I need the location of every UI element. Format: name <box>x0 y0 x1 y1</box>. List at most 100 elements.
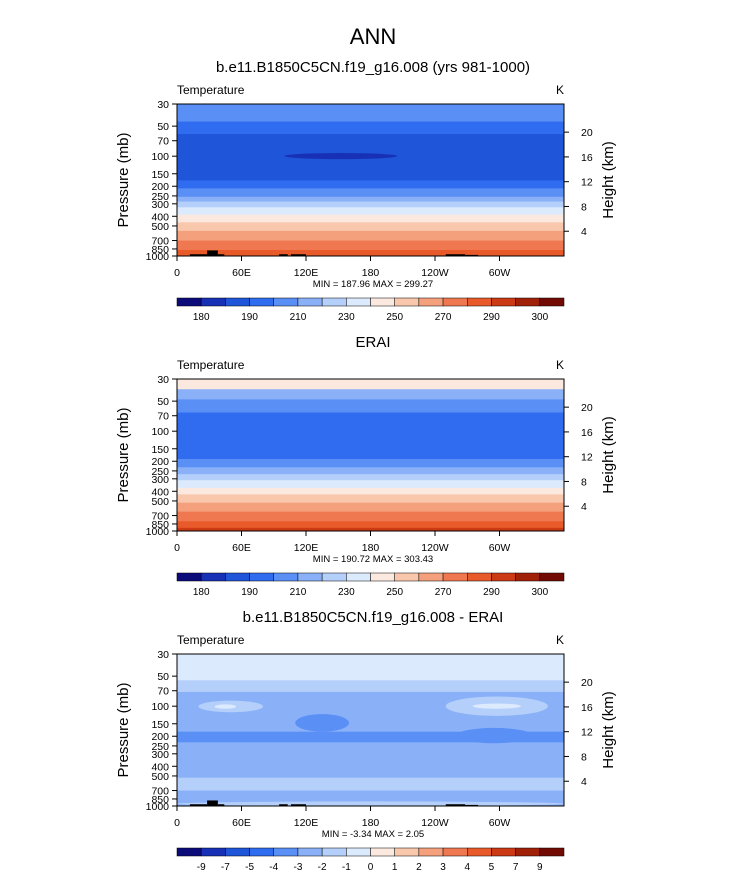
colorbar: 180 190 210 230 250 270 290 300 <box>176 572 565 598</box>
panel-left-label: Temperature <box>177 358 245 372</box>
x-tick-label: 120W <box>421 542 449 554</box>
y-tick-label: 300 <box>151 749 169 761</box>
colorbar-box <box>491 572 516 582</box>
y-tick-label: 250 <box>151 466 169 478</box>
contour-band <box>177 467 564 475</box>
colorbar-box <box>346 847 371 857</box>
colorbar: 180 190 210 230 250 270 290 300 <box>176 297 565 323</box>
y-tick-label: 300 <box>151 474 169 486</box>
contour-band <box>177 201 564 208</box>
height-tick-label: 4 <box>581 501 587 513</box>
panel-right-label: K <box>556 633 564 647</box>
height-tick-label: 8 <box>581 476 587 488</box>
colorbar-box <box>249 847 274 857</box>
colorbar-box <box>491 847 516 857</box>
colorbar-box <box>539 572 565 582</box>
colorbar-box <box>273 572 299 582</box>
contour-patch <box>177 801 564 806</box>
topography-block <box>207 800 218 806</box>
colorbar-label: 4 <box>464 862 470 873</box>
y-axis-title: Pressure (mb) <box>115 407 132 502</box>
right-axis-title: Height (km) <box>600 691 617 769</box>
panel-3: b.e11.B1850C5CN.f19_g16.008 - ERAI Temper… <box>115 609 617 873</box>
colorbar-box <box>200 572 226 582</box>
y-tick-label: 500 <box>151 496 169 508</box>
contour-band <box>177 502 564 513</box>
contour-band <box>177 654 564 681</box>
right-axis-title: Height (km) <box>600 141 617 219</box>
contour-field <box>177 654 564 806</box>
colorbar-label: 1 <box>392 862 398 873</box>
panel-title: b.e11.B1850C5CN.f19_g16.008 - ERAI <box>243 609 504 626</box>
contour-band <box>177 188 564 198</box>
colorbar-label: 290 <box>483 587 500 598</box>
topography-block <box>207 250 218 256</box>
colorbar-label: 300 <box>531 587 548 598</box>
contour-band <box>177 742 564 779</box>
colorbar-box <box>346 572 371 582</box>
colorbar-label: -1 <box>342 862 351 873</box>
height-tick-label: 12 <box>581 452 593 464</box>
topography-block <box>217 254 225 256</box>
x-tick-label: 0 <box>174 817 180 829</box>
colorbar-label: 9 <box>537 862 543 873</box>
colorbar-box <box>491 297 516 307</box>
colorbar-box <box>321 572 347 582</box>
topography-block <box>445 804 466 806</box>
colorbar-box <box>442 847 468 857</box>
contour-band <box>177 511 564 522</box>
y-tick-label: 500 <box>151 771 169 783</box>
y-tick-label: 200 <box>151 731 169 743</box>
contour-band <box>177 777 564 792</box>
x-tick-label: 180 <box>362 542 380 554</box>
colorbar-box <box>249 297 274 307</box>
contour-band <box>177 399 564 414</box>
height-tick-label: 4 <box>581 226 587 238</box>
y-tick-label: 850 <box>151 794 169 806</box>
colorbar-label: -2 <box>318 862 327 873</box>
colorbar-label: 300 <box>531 312 548 323</box>
colorbar-box <box>176 572 202 582</box>
panel-title: ERAI <box>355 334 390 351</box>
topography-block <box>465 254 478 256</box>
y-tick-label: 30 <box>157 99 169 111</box>
y-tick-label: 200 <box>151 456 169 468</box>
topography-block <box>445 254 466 256</box>
height-tick-label: 4 <box>581 776 587 788</box>
y-tick-label: 70 <box>157 411 169 423</box>
height-tick-label: 8 <box>581 751 587 763</box>
height-tick-label: 12 <box>581 727 593 739</box>
colorbar-label: 2 <box>416 862 422 873</box>
colorbar-box <box>539 847 565 857</box>
colorbar-box <box>225 847 250 857</box>
y-tick-label: 50 <box>157 121 169 133</box>
colorbar-box <box>200 297 226 307</box>
colorbar-box <box>225 297 250 307</box>
colorbar-box <box>515 847 541 857</box>
colorbar-box <box>442 572 468 582</box>
contour-band <box>177 180 564 189</box>
colorbar-box <box>418 847 444 857</box>
contour-band <box>177 487 564 495</box>
colorbar-box <box>273 847 299 857</box>
y-tick-label: 50 <box>157 671 169 683</box>
x-tick-label: 120E <box>294 542 319 554</box>
colorbar-box <box>321 297 347 307</box>
colorbar-label: -5 <box>245 862 254 873</box>
panel-left-label: Temperature <box>177 633 245 647</box>
x-tick-label: 60W <box>489 817 511 829</box>
x-tick-label: 60E <box>232 817 251 829</box>
x-tick-label: 120E <box>294 267 319 279</box>
right-axis-title: Height (km) <box>600 416 617 494</box>
colorbar-box <box>467 297 492 307</box>
colorbar-label: 190 <box>241 587 258 598</box>
colorbar-label: 270 <box>435 587 452 598</box>
colorbar-box <box>297 847 323 857</box>
colorbar-box <box>418 297 444 307</box>
height-tick-label: 20 <box>581 677 593 689</box>
height-tick-label: 20 <box>581 127 593 139</box>
colorbar-label: -7 <box>221 862 230 873</box>
colorbar-label: -3 <box>293 862 302 873</box>
panel-1: b.e11.B1850C5CN.f19_g16.008 (yrs 981-100… <box>115 59 617 323</box>
